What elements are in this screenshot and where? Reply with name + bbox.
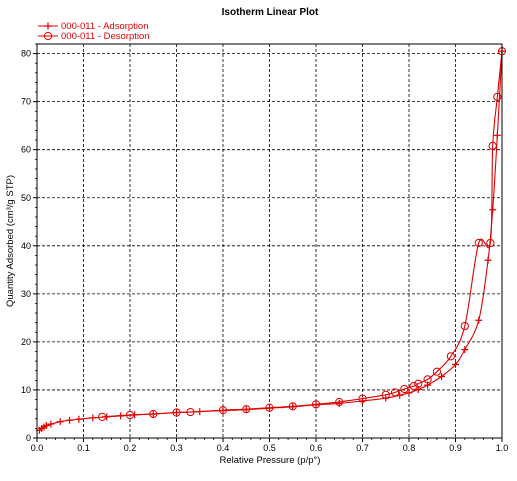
adsorption-point bbox=[405, 389, 413, 397]
y-tick-label: 10 bbox=[21, 385, 31, 395]
desorption-point bbox=[288, 402, 297, 411]
legend-plus-marker bbox=[44, 22, 52, 30]
adsorption-point bbox=[452, 360, 459, 368]
desorption-point bbox=[381, 390, 390, 399]
desorption-point bbox=[265, 403, 274, 412]
adsorption-point bbox=[47, 420, 55, 428]
adsorption-point bbox=[484, 256, 492, 264]
desorption-point bbox=[400, 384, 409, 394]
legend-circle-marker bbox=[43, 31, 53, 41]
adsorption-point bbox=[493, 131, 501, 139]
desorption-point bbox=[460, 321, 469, 331]
desorption-point bbox=[488, 141, 497, 150]
grid-lines bbox=[37, 44, 502, 438]
adsorption-point bbox=[489, 206, 497, 214]
series-line bbox=[102, 51, 503, 418]
desorption-point bbox=[432, 367, 441, 376]
y-tick-label: 50 bbox=[21, 193, 31, 203]
y-tick-label: 40 bbox=[21, 241, 31, 251]
y-tick-label: 60 bbox=[21, 145, 31, 155]
series-group bbox=[35, 47, 507, 434]
desorption-point bbox=[218, 406, 228, 415]
y-tick-label: 30 bbox=[21, 289, 31, 299]
adsorption-point bbox=[56, 418, 64, 426]
desorption-point bbox=[335, 397, 344, 407]
desorption-point bbox=[98, 412, 107, 421]
x-tick-label: 0.3 bbox=[170, 443, 183, 453]
legend-label: 000-011 - Desorption bbox=[61, 31, 150, 42]
adsorption-point bbox=[89, 414, 97, 422]
desorption-point bbox=[311, 400, 321, 409]
x-tick-label: 0.8 bbox=[403, 443, 416, 453]
adsorption-point bbox=[438, 372, 446, 380]
x-tick-label: 0.1 bbox=[77, 443, 90, 453]
y-tick-label: 80 bbox=[21, 49, 31, 59]
adsorption-point bbox=[42, 422, 50, 430]
x-tick-label: 0.5 bbox=[263, 443, 276, 453]
desorption-point bbox=[242, 405, 251, 414]
adsorption-point bbox=[461, 346, 469, 354]
desorption-point bbox=[423, 375, 432, 384]
chart-title: Isotherm Linear Plot bbox=[222, 7, 319, 18]
adsorption-series bbox=[35, 47, 506, 434]
x-axis-label: Relative Pressure (p/p°) bbox=[220, 455, 321, 466]
desorption-point bbox=[414, 379, 423, 388]
desorption-point bbox=[186, 407, 195, 417]
legend-label: 000-011 - Adsorption bbox=[61, 21, 149, 32]
desorption-point bbox=[149, 409, 158, 419]
plot-frame bbox=[36, 43, 503, 439]
x-tick-label: 0.7 bbox=[356, 443, 369, 453]
x-tick-label: 0.6 bbox=[310, 443, 323, 453]
x-tick-label: 1.0 bbox=[496, 443, 509, 453]
desorption-point bbox=[172, 408, 181, 417]
x-axis-ticks: 0.0 0.1 0.2 0.3 0.4 0.5 0.6 0.7 0.8 0.9 1.0 bbox=[31, 438, 509, 453]
desorption-point bbox=[474, 238, 483, 248]
desorption-point bbox=[446, 352, 455, 361]
x-tick-label: 0.0 bbox=[31, 443, 44, 453]
y-axis-label: Quantity Adsorbed (cm³/g STP) bbox=[5, 175, 16, 307]
x-tick-label: 0.9 bbox=[449, 443, 462, 453]
adsorption-point bbox=[66, 416, 74, 424]
series-line bbox=[38, 51, 503, 431]
x-tick-label: 0.4 bbox=[217, 443, 230, 453]
desorption-point bbox=[125, 410, 135, 420]
desorption-point bbox=[409, 382, 418, 391]
desorption-point bbox=[486, 238, 495, 248]
desorption-point bbox=[390, 388, 400, 397]
y-tick-label: 0 bbox=[26, 433, 31, 443]
desorption-point bbox=[493, 92, 502, 101]
y-axis-ticks: 0 10 20 30 40 50 60 70 80 bbox=[21, 43, 37, 443]
desorption-point bbox=[358, 394, 367, 403]
y-tick-label: 20 bbox=[21, 337, 31, 347]
y-tick-label: 70 bbox=[21, 97, 31, 107]
adsorption-point bbox=[75, 415, 83, 423]
desorption-series bbox=[98, 47, 507, 421]
adsorption-point bbox=[475, 316, 483, 324]
x-tick-label: 0.2 bbox=[124, 443, 137, 453]
